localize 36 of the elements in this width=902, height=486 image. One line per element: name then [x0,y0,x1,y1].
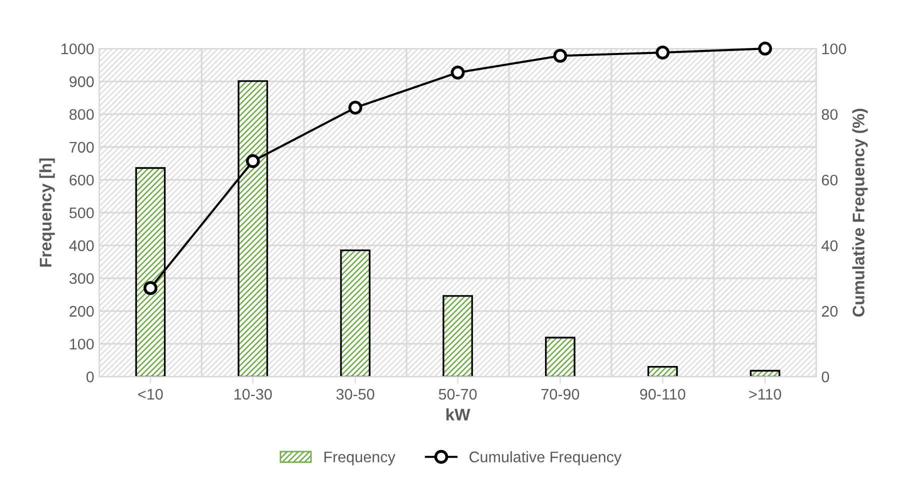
point [656,46,670,60]
y-tick-label: 1000 [62,43,94,54]
y-tick-label: 0 [86,372,94,382]
x-tick-label: 50-70 [438,388,477,400]
x-tick-label: >110 [749,388,782,400]
x-tick-label: 10-30 [234,388,272,400]
point [143,281,158,296]
y-tick-label: 900 [70,76,94,88]
y2-tick-label: 60 [822,174,838,186]
y2-axis-title: Cumulative Frequency (%) [852,108,868,317]
x-axis-title: kW [446,408,470,420]
y-tick-label: 100 [70,338,94,350]
x-tick-label: 90-110 [640,388,686,400]
legend-label: Frequency [324,452,396,466]
point [246,154,260,168]
y2-tick-label: 80 [822,109,838,120]
x-tick-label: <10 [138,388,163,400]
legend-label: Cumulative Frequency [470,451,622,466]
y-tick-label: 800 [70,109,94,120]
x-tick-label: 70-90 [541,388,580,400]
point [758,42,772,56]
y-tick-label: 500 [69,207,94,218]
y-tick-label: 600 [70,174,94,186]
y-tick-label: 700 [70,142,94,153]
y2-tick-label: 20 [822,306,838,317]
y2-tick-label: 100 [822,43,846,54]
point [348,100,362,115]
y-tick-label: 200 [70,306,94,317]
y-tick-label: 400 [69,240,94,252]
y-tick-label: 300 [69,273,94,284]
x-tick-label: 30-50 [336,388,374,400]
y-axis-title: Frequency [h] [39,158,55,267]
point [553,48,568,63]
y2-tick-label: 40 [822,240,838,252]
y2-tick-label: 0 [822,372,830,382]
point [450,66,465,80]
